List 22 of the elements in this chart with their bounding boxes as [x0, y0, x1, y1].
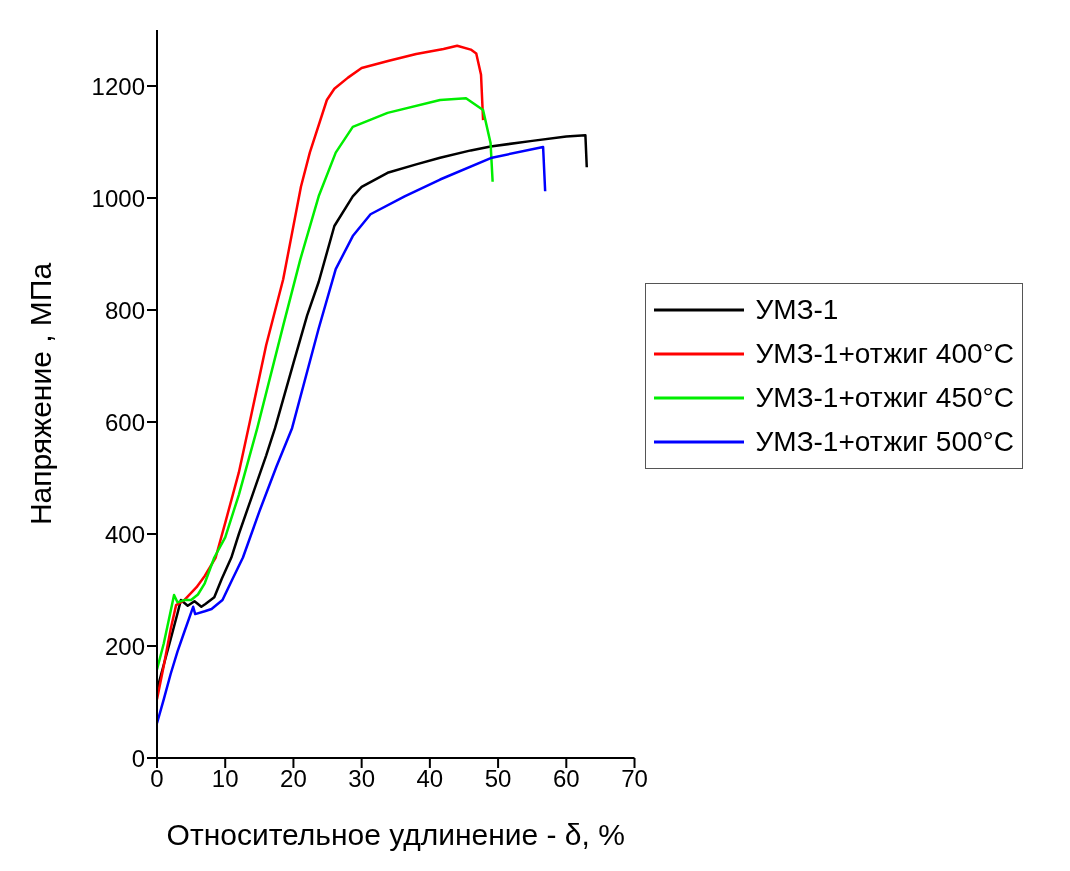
x-tick-label: 30 [348, 765, 375, 793]
legend-label: УМЗ-1+отжиг 400°C [755, 337, 1014, 370]
x-tick-label: 50 [484, 765, 512, 793]
y-tick-label: 400 [104, 520, 145, 548]
y-tick-label: 0 [131, 744, 145, 772]
x-tick-label: 0 [150, 765, 164, 793]
x-tick-label: 70 [621, 765, 648, 793]
y-tick-label: 800 [104, 296, 145, 324]
x-tick-label: 10 [211, 765, 239, 793]
y-tick-label: 1000 [91, 184, 145, 212]
line-series [157, 145, 547, 725]
y-tick-label: 200 [104, 632, 145, 660]
y-tick-label: 600 [104, 408, 145, 436]
x-tick-label: 40 [416, 765, 444, 793]
legend-label: УМЗ-1+отжиг 500°C [755, 425, 1014, 458]
legend-label: УМЗ-1 [755, 293, 839, 326]
y-tick-label: 1200 [91, 72, 145, 100]
x-tick-label: 20 [280, 765, 307, 793]
legend-label: УМЗ-1+отжиг 450°C [755, 381, 1014, 414]
x-tick-label: 60 [552, 765, 580, 793]
y-axis-title: Напряжение , МПа [23, 262, 57, 526]
x-axis-title: Относительное удлинение - δ, % [166, 818, 625, 851]
